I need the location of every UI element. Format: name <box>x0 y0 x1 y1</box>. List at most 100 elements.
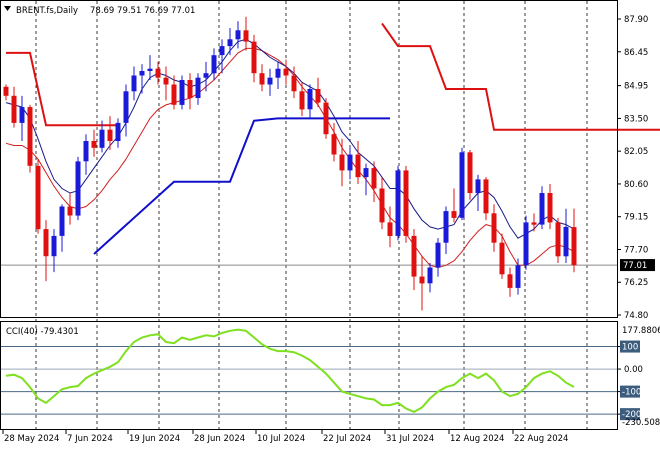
candle-body-bear <box>43 229 49 257</box>
current-price-label: 77.01 <box>623 261 647 271</box>
candle-body-bear <box>243 30 249 42</box>
time-axis-label: 19 Jun 2024 <box>129 434 180 444</box>
candle-body-bull <box>443 211 449 243</box>
stop-lines <box>6 22 660 255</box>
cci-axis-bottom-label: -230.508 <box>622 418 660 428</box>
current-price-box <box>620 259 655 272</box>
stop-line-red <box>6 51 118 127</box>
candle-body-bear <box>171 84 177 105</box>
candle-body-bear <box>163 77 169 85</box>
candle-body-bull <box>203 73 209 78</box>
candle-body-bear <box>259 73 265 85</box>
candle-body-bull <box>515 265 521 288</box>
cci-level-label-box <box>620 408 640 421</box>
candle-body-bear <box>315 89 321 103</box>
time-axis-label: 7 Jun 2024 <box>67 434 113 444</box>
price-axis-label: 82.05 <box>624 147 648 157</box>
candle-body-bull <box>563 226 569 257</box>
candle-body-bear <box>531 222 537 225</box>
candle-body-bear <box>403 170 409 236</box>
candle-body-bear <box>11 95 17 123</box>
symbol-label: BRENT.fs,Daily <box>16 6 78 16</box>
candle-body-bear <box>27 107 33 166</box>
grid <box>1 1 617 429</box>
candle-body-bear <box>547 193 553 223</box>
time-axis-label: 12 Aug 2024 <box>450 434 504 444</box>
candle-body-bear <box>187 80 193 99</box>
candle-body-bear <box>491 213 497 243</box>
price-panel-frame <box>0 0 618 318</box>
stop-line-red <box>381 22 660 131</box>
candle-body-bull <box>123 91 129 123</box>
cci-axis-top-label: 177.8806 <box>622 326 660 336</box>
stop-line-blue <box>93 117 390 255</box>
candle-body-bear <box>355 154 361 178</box>
candle-body-bull <box>523 222 529 266</box>
candle-body-bull <box>235 30 241 40</box>
candle-body-bull <box>267 77 273 85</box>
cci-level-label: 100 <box>622 343 638 353</box>
axes: 87.90 86.45 84.95 83.50 82.05 80.60 79.15 77.70… <box>2 15 660 444</box>
candle-body-bear <box>371 168 377 189</box>
candle-body-bear <box>483 179 489 214</box>
time-axis-label: 22 Jul 2024 <box>323 434 371 444</box>
candlesticks <box>3 16 577 311</box>
candle-body-bear <box>419 276 425 284</box>
candle-body-bull <box>347 154 353 171</box>
candle-body-bear <box>155 68 161 78</box>
cci-label: CCI(40) -79.4301 <box>6 327 79 337</box>
price-axis-label: 86.45 <box>624 48 648 58</box>
candle-body-bear <box>291 75 297 92</box>
candle-body-bull <box>147 68 153 71</box>
time-axis-label: 10 Jul 2024 <box>257 434 305 444</box>
cci-level-label: 0.00 <box>624 365 643 375</box>
time-axis-label: 28 May 2024 <box>4 434 59 444</box>
candle-body-bull <box>395 170 401 236</box>
candle-body-bear <box>283 68 289 76</box>
candle-body-bull <box>59 206 65 236</box>
price-axis-label: 79.15 <box>624 213 648 223</box>
candle-body-bear <box>331 134 337 155</box>
cci-level-label: -100 <box>622 388 641 398</box>
candle-body-bull <box>219 46 225 56</box>
candle-body-bear <box>555 222 561 257</box>
ohlc-values: 78.69 79.51 76.69 77.01 <box>90 6 195 16</box>
candle-body-bear <box>67 206 73 216</box>
candle-body-bull <box>539 193 545 225</box>
candle-body-bull <box>51 235 57 257</box>
candle-body-bear <box>467 152 473 193</box>
slow-moving-average-line <box>5 47 575 269</box>
price-axis-label: 76.25 <box>624 278 648 288</box>
candle-body-bear <box>379 188 385 223</box>
candle-body-bull <box>459 152 465 218</box>
candle-body-bull <box>227 39 233 47</box>
cci-level-label-box <box>620 340 640 353</box>
candle-body-bull <box>115 122 121 141</box>
candle-body-bear <box>299 91 305 110</box>
candle-body-bear <box>387 222 393 236</box>
candle-body-bull <box>307 89 313 110</box>
time-axis-label: 22 Aug 2024 <box>514 434 568 444</box>
candle-body-bear <box>451 211 457 218</box>
candle-body-bull <box>475 179 481 193</box>
candle-body-bear <box>323 102 329 135</box>
cci-level-label: -200 <box>622 410 641 420</box>
candle-body-bull <box>363 168 369 178</box>
candle-body-bear <box>507 274 513 288</box>
candle-body-bull <box>275 68 281 78</box>
price-axis-label: 87.90 <box>624 15 648 25</box>
price-axis-label: 74.80 <box>624 311 648 321</box>
candle-body-bear <box>107 129 113 141</box>
dropdown-triangle-icon[interactable] <box>4 6 11 11</box>
candle-body-bull <box>131 75 137 92</box>
candle-body-bear <box>499 242 505 275</box>
price-axis-label: 84.95 <box>624 82 648 92</box>
time-axis-label: 28 Jun 2024 <box>194 434 245 444</box>
candle-body-bull <box>427 267 433 284</box>
candle-body-bear <box>251 41 257 74</box>
time-axis-label: 31 Jul 2024 <box>386 434 434 444</box>
candle-body-bull <box>19 107 25 123</box>
cci-panel-frame <box>0 321 618 430</box>
